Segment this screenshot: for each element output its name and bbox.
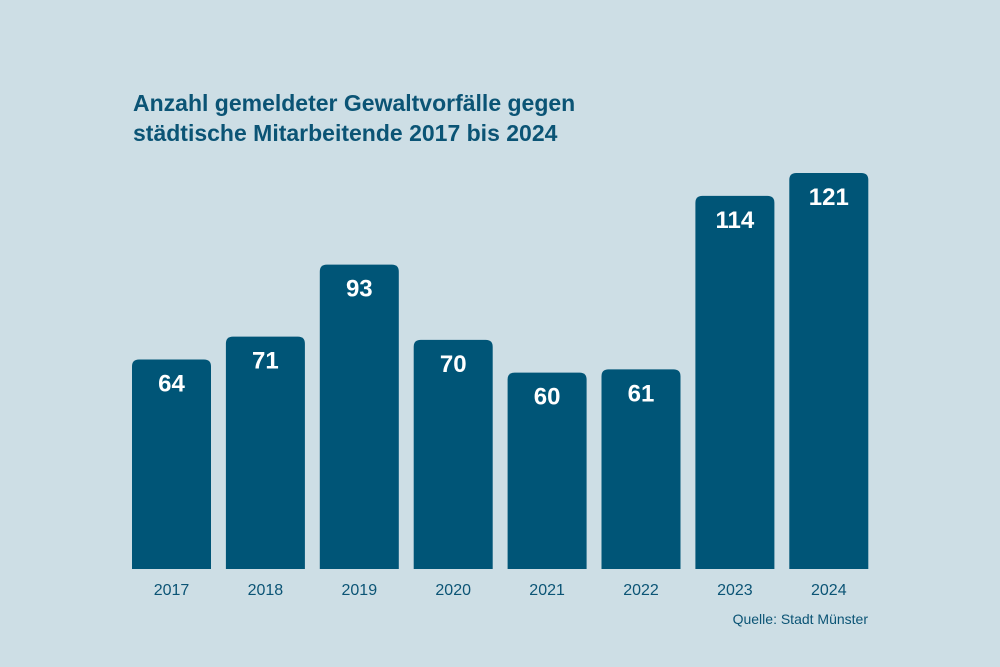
bar-value-label-2019: 93 xyxy=(346,276,373,303)
bar-value-label-2021: 60 xyxy=(534,384,561,411)
bar-2017 xyxy=(132,359,211,569)
x-tick-label-2019: 2019 xyxy=(342,582,378,599)
value-labels-group: 64 71 93 70 60 61 114 121 xyxy=(158,184,849,411)
bar-value-label-2020: 70 xyxy=(440,351,467,378)
x-axis-tick-labels: 2017 2018 2019 2020 2021 2022 2023 2024 xyxy=(154,582,847,599)
x-tick-label-2022: 2022 xyxy=(623,582,659,599)
bar-2023 xyxy=(695,195,775,569)
bar-2022 xyxy=(601,369,681,569)
x-tick-label-2024: 2024 xyxy=(811,582,847,599)
source-note: Quelle: Stadt Münster xyxy=(732,611,868,627)
bar-value-label-2018: 71 xyxy=(252,348,279,375)
bar-value-label-2023: 114 xyxy=(716,207,755,234)
bar-value-label-2022: 61 xyxy=(628,380,655,407)
chart-title-line-2: städtische Mitarbeitende 2017 bis 2024 xyxy=(133,120,558,146)
x-tick-label-2018: 2018 xyxy=(248,582,284,599)
bar-value-label-2017: 64 xyxy=(158,371,185,398)
bar-2019 xyxy=(319,264,399,569)
chart-title-line-1: Anzahl gemeldeter Gewaltvorfälle gegen xyxy=(133,90,576,116)
bar-2018 xyxy=(225,336,305,569)
bar-2024 xyxy=(789,173,869,569)
x-tick-label-2021: 2021 xyxy=(529,582,565,599)
x-tick-label-2020: 2020 xyxy=(435,582,471,599)
bar-value-label-2024: 121 xyxy=(809,184,849,211)
chart-title: Anzahl gemeldeter Gewaltvorfälle gegen s… xyxy=(133,88,893,148)
x-tick-label-2017: 2017 xyxy=(154,582,190,599)
x-tick-label-2023: 2023 xyxy=(717,582,753,599)
bars-group xyxy=(132,173,869,569)
bar-2020 xyxy=(413,339,493,569)
bar-2021 xyxy=(507,372,587,569)
